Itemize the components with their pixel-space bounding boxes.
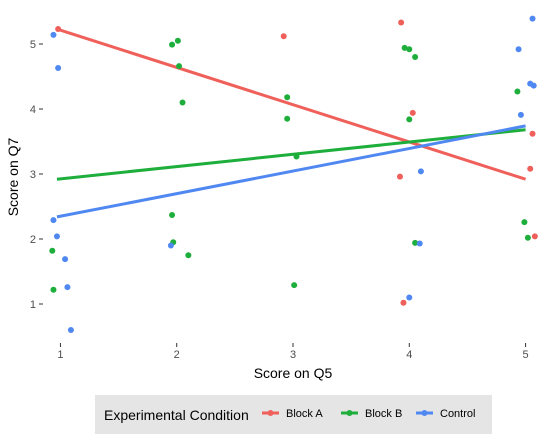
data-point-control bbox=[50, 31, 57, 38]
legend-key-point bbox=[421, 410, 428, 416]
data-point-control bbox=[515, 46, 522, 53]
data-point-block-b bbox=[174, 37, 181, 44]
y-axis-title: Score on Q7 bbox=[5, 137, 21, 216]
trend-line-block-a bbox=[56, 27, 527, 181]
y-tick-label: 4 bbox=[30, 104, 36, 116]
data-point-block-b bbox=[524, 234, 531, 241]
data-point-block-a bbox=[396, 173, 403, 180]
data-point-control bbox=[417, 168, 424, 175]
y-tick-label: 1 bbox=[30, 299, 36, 311]
y-tick-label: 5 bbox=[30, 39, 36, 51]
data-point-control bbox=[53, 233, 60, 240]
data-point-block-b bbox=[176, 63, 183, 70]
data-point-control bbox=[50, 217, 57, 224]
x-tick-label: 5 bbox=[522, 349, 528, 361]
data-point-block-b bbox=[406, 116, 413, 123]
data-point-block-b bbox=[291, 282, 298, 289]
legend-items: Block A Block B Control bbox=[262, 408, 475, 420]
data-point-control bbox=[406, 294, 413, 301]
axes-layer: 1 2 3 4 5 1 2 3 4 5 bbox=[30, 39, 529, 361]
legend-label: Block A bbox=[286, 408, 323, 420]
data-points bbox=[49, 15, 538, 333]
data-point-block-a bbox=[400, 299, 407, 306]
data-point-control bbox=[55, 65, 62, 72]
trend-line-block-b bbox=[56, 128, 526, 181]
data-point-block-a bbox=[527, 165, 534, 172]
data-point-block-b bbox=[406, 46, 413, 53]
x-axis-title: Score on Q5 bbox=[254, 365, 333, 381]
data-point-control bbox=[517, 111, 524, 118]
data-point-control bbox=[416, 240, 423, 247]
data-point-block-a bbox=[280, 33, 287, 40]
data-point-block-b bbox=[514, 88, 521, 95]
data-point-block-b bbox=[284, 94, 291, 101]
data-point-control bbox=[62, 256, 69, 263]
data-point-control bbox=[67, 327, 74, 333]
data-point-block-a bbox=[55, 26, 62, 33]
x-tick-label: 4 bbox=[406, 349, 412, 361]
data-point-block-b bbox=[521, 219, 528, 226]
x-tick-label: 2 bbox=[174, 349, 180, 361]
data-point-block-a bbox=[531, 233, 538, 240]
trend-line-control bbox=[56, 124, 526, 219]
data-point-block-b bbox=[412, 54, 419, 60]
legend: Experimental Condition Block A Block B Con… bbox=[95, 395, 492, 434]
data-point-block-a bbox=[529, 130, 536, 137]
data-point-block-b bbox=[179, 99, 186, 106]
trend-lines bbox=[56, 27, 527, 219]
y-tick-label: 3 bbox=[30, 169, 36, 181]
data-point-block-b bbox=[401, 44, 408, 51]
data-point-block-b bbox=[169, 211, 176, 218]
data-point-control bbox=[529, 15, 536, 22]
legend-label: Control bbox=[440, 408, 475, 420]
data-point-block-b bbox=[169, 41, 176, 48]
data-point-control bbox=[64, 284, 71, 291]
x-tick-label: 1 bbox=[57, 349, 63, 361]
data-point-block-b bbox=[49, 247, 56, 254]
y-tick-label: 2 bbox=[30, 234, 36, 246]
data-point-block-b bbox=[412, 239, 419, 246]
legend-title: Experimental Condition bbox=[104, 407, 249, 423]
data-point-block-a bbox=[409, 109, 416, 116]
data-point-block-b bbox=[284, 115, 291, 122]
legend-label: Block B bbox=[365, 408, 402, 420]
data-point-block-b bbox=[50, 286, 57, 293]
data-point-block-b bbox=[185, 252, 192, 259]
data-point-block-b bbox=[293, 153, 300, 160]
legend-key-point bbox=[346, 410, 353, 416]
data-point-control bbox=[167, 242, 174, 249]
x-tick-label: 3 bbox=[290, 349, 296, 361]
data-point-block-a bbox=[398, 19, 405, 26]
legend-key-point bbox=[267, 410, 274, 416]
data-point-control bbox=[530, 82, 537, 89]
